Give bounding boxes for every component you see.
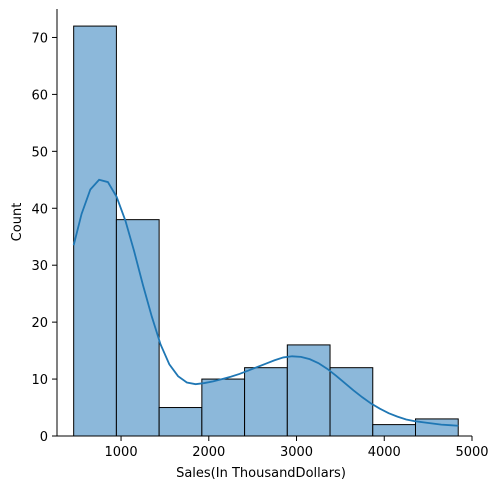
histogram-bar-2 — [158, 407, 203, 437]
x-axis-ticks: 1000 2000 3000 4000 5000 — [105, 436, 489, 460]
y-axis-label: Count — [10, 203, 25, 242]
kde-curve — [72, 178, 459, 427]
y-tick-label-0: 0 — [40, 430, 48, 445]
y-tick-label-10: 10 — [31, 373, 48, 388]
y-tick-label-40: 40 — [31, 202, 48, 217]
x-tick-label-3000: 3000 — [280, 445, 313, 460]
histogram-bar-0 — [73, 25, 117, 437]
histogram-bar-5 — [286, 344, 331, 437]
y-tick-label-50: 50 — [31, 145, 48, 160]
x-axis-label: Sales(In ThousandDollars) — [176, 466, 346, 481]
y-tick-label-30: 30 — [31, 259, 48, 274]
histogram-bar-3 — [201, 378, 246, 437]
x-tick-label-5000: 5000 — [455, 445, 488, 460]
x-tick-label-1000: 1000 — [105, 445, 138, 460]
y-axis-ticks: 0 10 20 30 40 50 60 70 — [31, 31, 57, 445]
histogram-bar-1 — [115, 219, 160, 437]
x-tick-label-2000: 2000 — [192, 445, 225, 460]
x-tick-label-4000: 4000 — [368, 445, 401, 460]
histogram-bar-7 — [372, 424, 416, 437]
histogram-bar-6 — [329, 367, 374, 437]
histogram-bars — [73, 25, 459, 437]
y-tick-label-20: 20 — [31, 316, 48, 331]
y-tick-label-70: 70 — [31, 31, 48, 46]
histogram-bar-4 — [244, 367, 288, 437]
y-tick-label-60: 60 — [31, 88, 48, 103]
